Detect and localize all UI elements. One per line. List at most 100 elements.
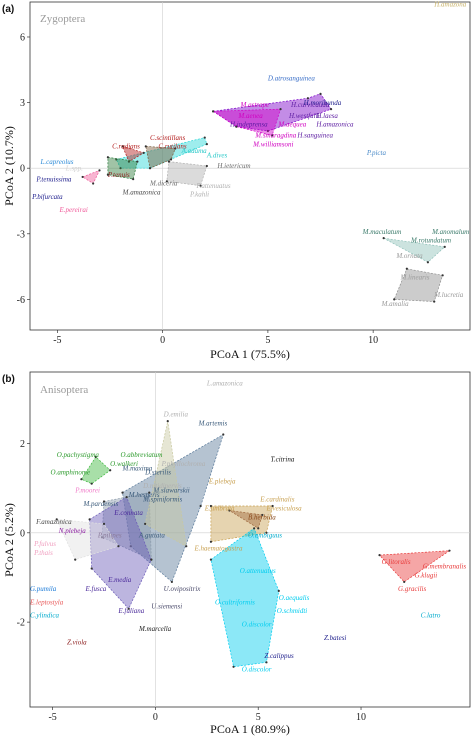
- data-point: [148, 167, 152, 170]
- species-label: D.emilia: [163, 411, 189, 419]
- species-label: E.umbrata: [204, 504, 235, 512]
- species-label: L.capreolus: [40, 158, 74, 166]
- data-point: [166, 420, 169, 423]
- species-label: O.attenuatus: [240, 567, 276, 575]
- species-label: P.tenuissima: [35, 175, 72, 183]
- convex-hull-4: [144, 421, 187, 547]
- species-label: M.williamsoni: [252, 140, 293, 148]
- species-label: H.laesa: [315, 112, 338, 120]
- species-label: M.amalia: [381, 300, 410, 308]
- data-point: [98, 169, 101, 172]
- y-tick-label: 0: [20, 164, 25, 175]
- x-tick-label: 0: [160, 335, 165, 346]
- data-point: [235, 125, 238, 128]
- species-label: P.tenuis: [107, 171, 130, 179]
- y-tick-label: 6: [20, 32, 25, 43]
- data-point: [441, 274, 444, 277]
- species-label: D.sterilis: [144, 469, 171, 477]
- data-point: [257, 527, 260, 530]
- data-point: [121, 145, 124, 148]
- species-label: M.amazonica: [122, 188, 161, 196]
- panel-a-title: Zygoptera: [40, 13, 85, 25]
- data-point: [94, 455, 97, 458]
- species-label: H.amazona: [433, 0, 467, 8]
- species-label: G.membranalis: [423, 563, 467, 571]
- data-point: [144, 522, 147, 525]
- data-point: [209, 504, 213, 508]
- panel-a-x-ticks: -5 0 5 10: [53, 330, 378, 346]
- panel-b-zero-lines: [30, 372, 470, 707]
- species-label: U.siemensi: [151, 603, 182, 611]
- species-label: A.dives: [206, 151, 228, 159]
- x-tick-label: 5: [256, 712, 261, 723]
- data-point: [209, 558, 213, 561]
- data-point: [266, 129, 269, 133]
- y-tick-label: 2: [20, 439, 25, 450]
- data-point: [277, 589, 280, 592]
- species-label: P.attenuatus: [195, 182, 231, 190]
- data-point: [261, 513, 264, 517]
- data-point: [106, 173, 109, 176]
- panel-b-y-ticks: 2 0 -2: [17, 439, 30, 629]
- species-label: H.westfalli: [288, 112, 320, 120]
- data-point: [150, 558, 153, 561]
- data-point: [306, 97, 309, 100]
- data-point: [102, 500, 106, 503]
- convex-hull-9: [378, 550, 451, 583]
- species-label: P.fulvus: [33, 540, 56, 548]
- species-label: P.thais: [33, 549, 53, 557]
- data-point: [228, 509, 231, 512]
- species-label: P.phyllochroma: [161, 460, 206, 468]
- data-point: [119, 167, 122, 170]
- species-label: C.rutilans: [158, 143, 186, 151]
- species-label: C.latro: [421, 612, 441, 620]
- species-label: O.discolor: [242, 621, 272, 629]
- convex-hull-8: [210, 527, 280, 668]
- data-point: [203, 136, 206, 139]
- species-label: M.paraensis: [82, 500, 118, 508]
- species-label: H.sanguinea: [296, 132, 333, 140]
- species-label: D.atrosanguinea: [267, 75, 315, 83]
- data-point: [329, 108, 333, 111]
- y-tick-label: -6: [17, 295, 25, 306]
- species-label: O.discolor: [242, 665, 272, 673]
- y-tick-label: 3: [20, 98, 25, 109]
- species-label: C.radians: [112, 143, 140, 151]
- species-label: M.spiniformis: [142, 496, 182, 504]
- data-point: [106, 156, 109, 159]
- species-label: B.herbida: [248, 513, 276, 521]
- panel-b-title: Anisoptera: [40, 384, 88, 396]
- panel-b-hulls: [55, 420, 451, 668]
- data-point: [205, 164, 208, 168]
- convex-hull-6: [145, 145, 176, 169]
- data-point: [448, 549, 451, 552]
- data-point: [174, 147, 177, 150]
- data-point: [426, 261, 429, 264]
- data-point: [170, 580, 173, 584]
- species-label: E.leptostyla: [29, 598, 64, 606]
- species-label: G.gracilis: [398, 585, 426, 593]
- x-tick-label: 10: [356, 712, 366, 723]
- data-point: [433, 300, 436, 303]
- species-label: M.slawarskii: [152, 487, 189, 495]
- data-point: [125, 495, 128, 499]
- species-label: O.aequalis: [279, 594, 310, 602]
- species-label: C.ylindica: [30, 612, 59, 620]
- data-point: [167, 160, 171, 163]
- data-point: [405, 267, 408, 270]
- panel-a-frame: [29, 1, 471, 331]
- species-label: M.marcella: [138, 625, 172, 633]
- species-label: G.klugii: [414, 571, 437, 579]
- species-label: M.diceria: [149, 180, 178, 188]
- species-label: O.walkeri: [110, 460, 138, 468]
- species-label: M.hesperis: [128, 491, 160, 499]
- species-label: H.amazonica: [315, 121, 354, 129]
- data-point: [109, 469, 112, 472]
- x-tick-label: 5: [265, 335, 270, 346]
- species-label: O.pachystigma: [57, 451, 100, 459]
- species-label: E.fusca: [85, 585, 107, 593]
- species-label: M.lucretia: [433, 291, 464, 299]
- data-point: [232, 665, 235, 668]
- data-point: [80, 478, 83, 481]
